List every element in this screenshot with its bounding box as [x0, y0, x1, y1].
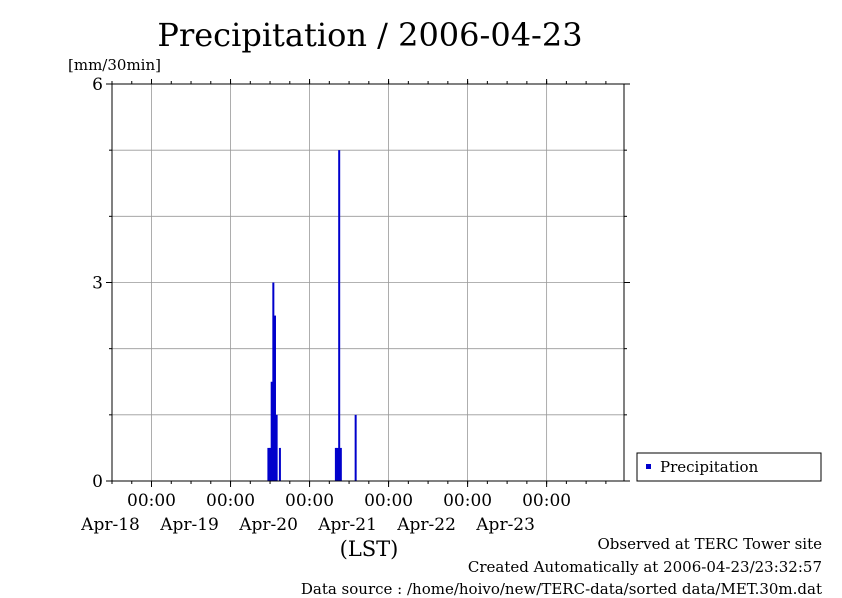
precipitation-bar	[272, 282, 275, 481]
precipitation-bar	[273, 315, 276, 481]
footer-created: Created Automatically at 2006-04-23/23:3…	[467, 558, 822, 576]
precipitation-bar	[354, 414, 357, 481]
precipitation-bar	[338, 150, 341, 481]
footer-observed: Observed at TERC Tower site	[597, 535, 822, 553]
x-tick-date-label: Apr-22	[396, 515, 456, 535]
x-axis-label: (LST)	[340, 537, 399, 561]
precipitation-bar	[336, 447, 339, 481]
precipitation-bar	[270, 381, 273, 481]
precipitation-bar	[278, 447, 281, 481]
y-tick-label: 3	[92, 274, 103, 294]
x-tick-time-label: 00:00	[127, 491, 176, 511]
legend-label-precipitation: Precipitation	[660, 458, 759, 476]
legend-swatch	[646, 464, 651, 469]
legend: Precipitation	[636, 452, 822, 482]
precipitation-bar	[275, 414, 278, 481]
y-tick-label: 6	[92, 75, 103, 95]
y-axis-unit-label: [mm/30min]	[68, 56, 161, 74]
y-tick-label: 0	[92, 472, 103, 492]
x-tick-time-label: 00:00	[364, 491, 413, 511]
x-tick-time-label: 00:00	[522, 491, 571, 511]
x-tick-date-label: Apr-19	[159, 515, 219, 535]
grid	[112, 84, 624, 481]
chart-title: Precipitation / 2006-04-23	[157, 16, 582, 54]
footer-source: Data source : /home/hoivo/new/TERC-data/…	[300, 580, 822, 598]
x-tick-time-label: 00:00	[206, 491, 255, 511]
precipitation-bar	[269, 447, 272, 481]
x-tick-time-label: 00:00	[285, 491, 334, 511]
precipitation-bar	[267, 447, 270, 481]
x-tick-date-label: Apr-20	[238, 515, 298, 535]
bars	[267, 150, 357, 481]
x-tick-date-label: Apr-21	[317, 515, 377, 535]
legend-box	[636, 452, 822, 482]
tick-labels: 00:00 Apr-18 00:00 Apr-19 00:00 Apr-20 00:00 Ap…	[80, 75, 571, 535]
x-tick-date-label: Apr-23	[475, 515, 535, 535]
x-tick-time-label: 00:00	[443, 491, 492, 511]
ticks	[106, 79, 630, 487]
precipitation-bar	[334, 447, 337, 481]
precipitation-bar	[339, 447, 342, 481]
x-tick-date-label: Apr-18	[80, 515, 140, 535]
